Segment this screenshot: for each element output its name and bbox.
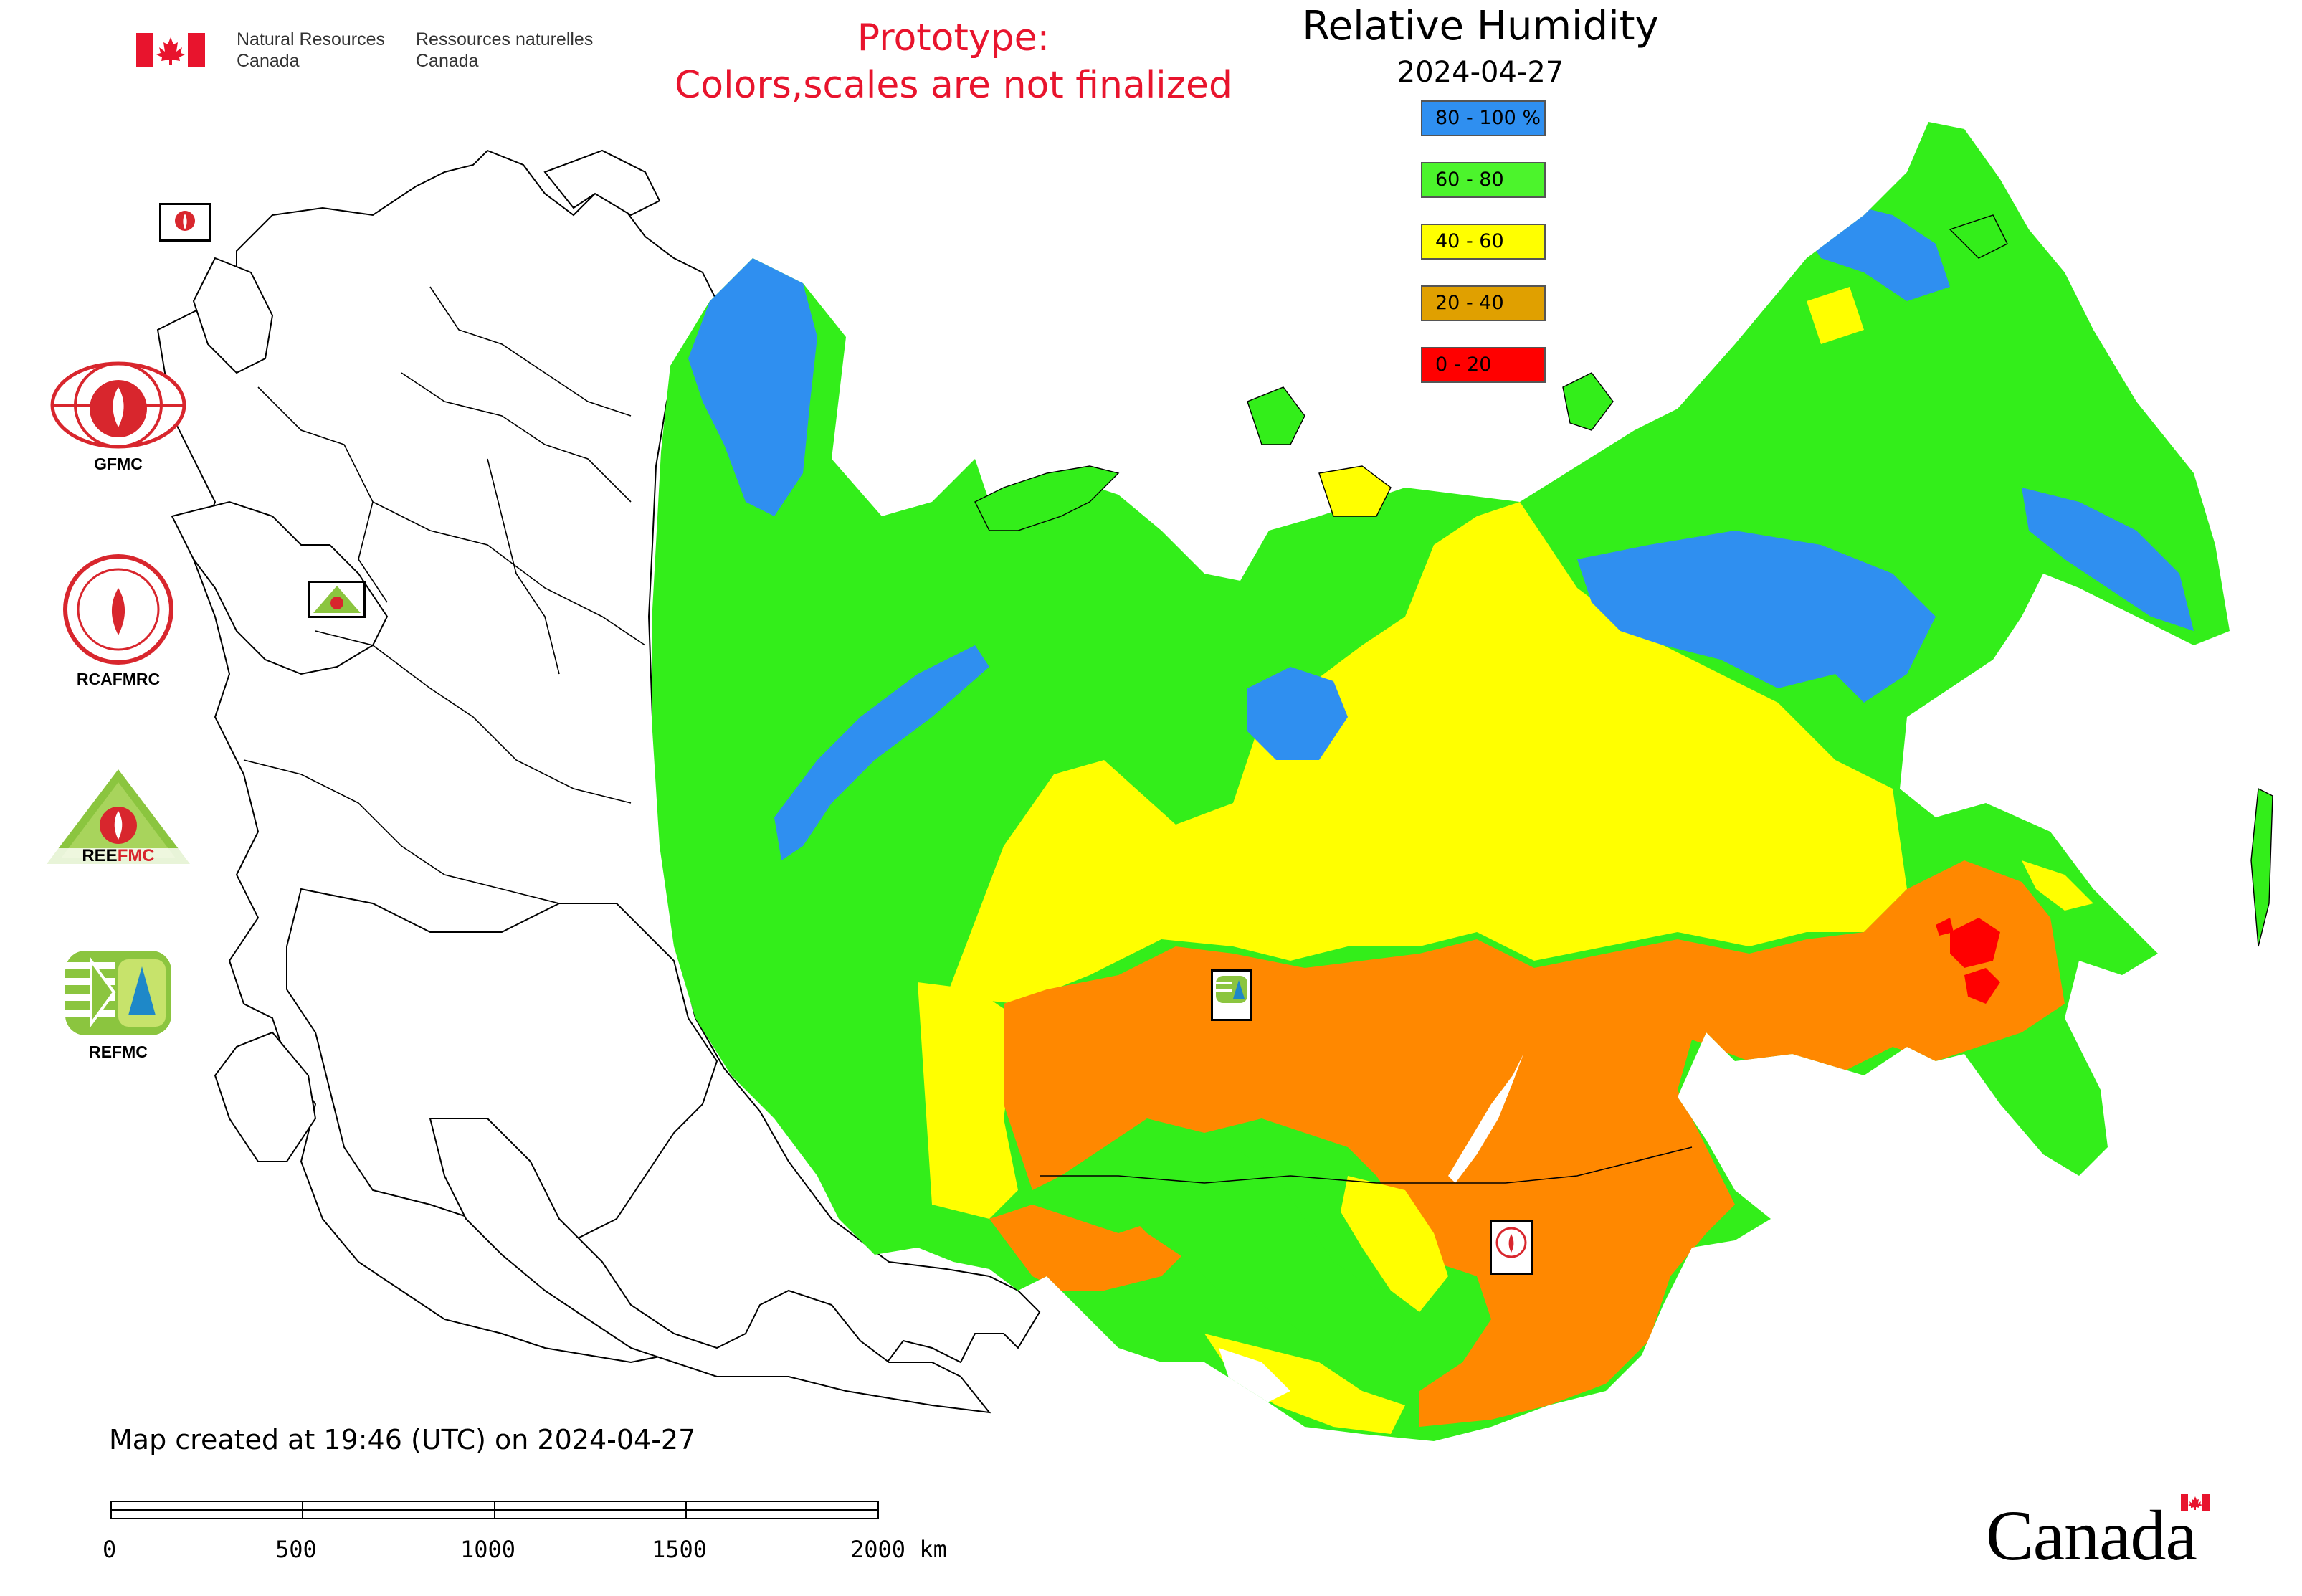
scale-tick-label: 2000 km	[850, 1536, 947, 1563]
zone-20-40	[1004, 860, 2065, 1427]
legend-item: 0 - 20	[1421, 347, 1546, 383]
wordmark-flag-icon	[2181, 1494, 2210, 1511]
reefmc-marker-icon	[313, 586, 361, 613]
canada-wordmark: Canada	[1986, 1494, 2210, 1577]
scale-tick-label: 500	[275, 1536, 317, 1563]
scale-tick-label: 0	[103, 1536, 117, 1563]
refmc-map-marker	[1211, 969, 1252, 1021]
scale-tick-label: 1000	[460, 1536, 516, 1563]
scale-bar	[110, 1501, 879, 1519]
rcafmrc-map-marker	[1490, 1220, 1533, 1275]
org-name-french: Ressources naturelles Canada	[416, 29, 594, 71]
zone-0-20	[1950, 918, 2000, 968]
logo-caption: RCAFMRC	[76, 670, 161, 688]
org-name-english: Natural Resources Canada	[237, 29, 386, 71]
svg-text:REEFMC: REEFMC	[82, 846, 154, 865]
government-signature: Natural Resources Canada Ressources natu…	[136, 29, 609, 79]
zone-80-100	[688, 258, 817, 516]
map-created-timestamp: Map created at 19:46 (UTC) on 2024-04-27	[109, 1424, 696, 1455]
domain-outline	[1040, 1146, 1693, 1184]
prototype-line-2: Colors,scales are not finalized	[674, 64, 1233, 107]
logo-caption: REFMC	[89, 1042, 148, 1061]
arctic-islands	[974, 214, 2273, 947]
rcafmrc-marker-icon	[1495, 1227, 1527, 1258]
gfmc-marker-icon	[175, 211, 195, 231]
gfmc-emblem-icon	[50, 361, 186, 449]
zone-40-60	[946, 502, 1907, 1004]
reefmc-emblem-icon: REEFMC	[47, 769, 190, 865]
wordmark-text: Canada	[1986, 1496, 2197, 1575]
reefmc-logo: REEFMC	[36, 764, 201, 874]
neighbour-internal-borders	[243, 286, 646, 904]
logo-caption: GFMC	[94, 455, 143, 473]
rcafmrc-emblem-icon	[63, 554, 173, 665]
prototype-notice: Prototype: Colors,scales are not finaliz…	[631, 14, 1276, 109]
refmc-emblem-icon	[65, 951, 171, 1035]
legend-title: Relative Humidity	[1302, 3, 1659, 49]
prototype-line-1: Prototype:	[857, 16, 1050, 60]
reefmc-map-marker	[308, 581, 366, 618]
refmc-marker-icon	[1216, 976, 1247, 1003]
legend-item: 60 - 80	[1421, 162, 1546, 198]
rcafmrc-logo: RCAFMRC	[36, 552, 201, 689]
canada-flag-icon	[136, 33, 205, 67]
legend-date: 2024-04-27	[1397, 56, 1564, 89]
refmc-logo: REFMC	[36, 946, 201, 1062]
legend-item: 20 - 40	[1421, 285, 1546, 321]
legend-item: 80 - 100 %	[1421, 100, 1546, 136]
gfmc-map-marker	[159, 203, 211, 242]
gfmc-logo: GFMC	[36, 358, 201, 474]
legend-item: 40 - 60	[1421, 224, 1546, 260]
scale-tick-label: 1500	[652, 1536, 708, 1563]
neighbour-countries-outline	[156, 149, 1041, 1414]
